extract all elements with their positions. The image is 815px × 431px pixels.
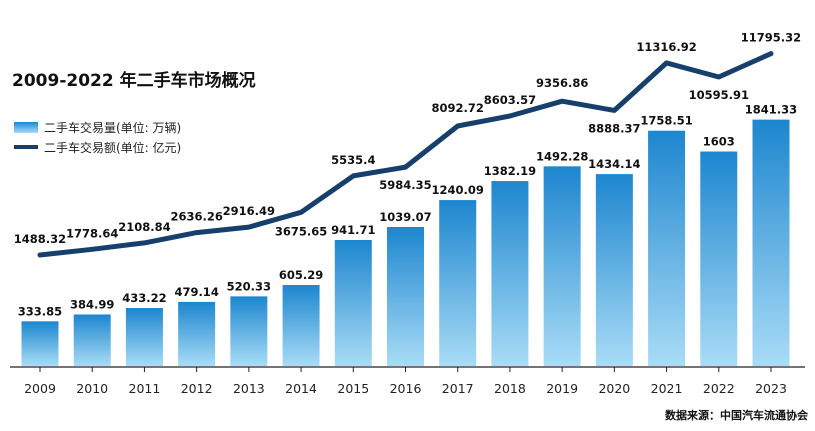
legend-label-value: 二手车交易额(单位: 亿元): [44, 140, 181, 155]
line-label-2013: 2916.49: [223, 204, 275, 218]
bar-label-2022: 1603: [703, 135, 735, 149]
bar-2013: [230, 296, 268, 366]
bar-2022: [700, 151, 738, 366]
bar-series: [21, 119, 790, 367]
bar-label-2016: 1039.07: [379, 210, 431, 224]
x-tick-label-2019: 2019: [546, 381, 578, 396]
bar-label-group: 333.85 384.99 433.22 479.14 520.33 605.29 941.…: [18, 103, 797, 319]
source-note: 数据来源：中国汽车流通协会: [665, 408, 809, 422]
line-label-2016: 5984.35: [379, 178, 431, 192]
bar-label-2012: 479.14: [174, 285, 218, 299]
line-label-2021: 11316.92: [636, 40, 696, 54]
bar-2019: [543, 166, 581, 366]
bar-2009: [21, 321, 59, 366]
bar-2014: [282, 285, 320, 366]
bar-2017: [439, 200, 477, 366]
bar-label-2021: 1758.51: [640, 114, 692, 128]
bar-label-2015: 941.71: [331, 223, 375, 237]
line-label-2011: 2108.84: [118, 220, 170, 234]
bar-2020: [595, 174, 633, 366]
x-tick-label-2012: 2012: [181, 381, 213, 396]
x-tick-label-2022: 2022: [703, 381, 735, 396]
line-label-2010: 1778.64: [66, 226, 118, 240]
x-tick-label-2014: 2014: [285, 381, 317, 396]
bar-2010: [73, 314, 111, 366]
line-label-2012: 2636.26: [170, 210, 222, 224]
legend-swatch-value: [14, 145, 38, 149]
line-label-2014: 3675.65: [275, 224, 327, 238]
x-tick-label-2023: 2023: [755, 381, 787, 396]
line-label-2009: 1488.32: [14, 232, 66, 246]
bar-2011: [125, 308, 163, 366]
bar-2021: [648, 130, 686, 366]
line-path: [37, 51, 774, 258]
x-tick-label-2018: 2018: [494, 381, 526, 396]
x-tick-label-2011: 2011: [129, 381, 161, 396]
line-label-2020: 8888.37: [588, 121, 640, 135]
x-tick-label-2017: 2017: [442, 381, 474, 396]
bar-label-2018: 1382.19: [484, 164, 536, 178]
bar-label-2020: 1434.14: [588, 157, 640, 171]
x-tick-label-2013: 2013: [233, 381, 265, 396]
bar-label-2009: 333.85: [18, 304, 62, 318]
chart-title: 2009-2022 年二手车市场概况: [12, 70, 256, 91]
bar-2012: [178, 301, 216, 366]
line-label-2017: 8092.72: [432, 101, 484, 115]
bar-2023: [752, 119, 790, 367]
bar-label-2019: 1492.28: [536, 149, 588, 163]
x-tick-label-2010: 2010: [76, 381, 108, 396]
line-series: [37, 51, 774, 258]
bar-2016: [387, 226, 424, 366]
x-tick-label-2016: 2016: [390, 381, 422, 396]
x-axis: [10, 366, 805, 372]
x-tick-label-2021: 2021: [651, 381, 683, 396]
line-label-2015: 5535.4: [331, 153, 375, 167]
line-label-2022: 10595.91: [689, 88, 749, 102]
bar-label-2010: 384.99: [70, 297, 114, 311]
bar-label-2014: 605.29: [279, 268, 323, 282]
line-label-2019: 9356.86: [536, 76, 588, 90]
bar-2018: [491, 181, 529, 366]
x-tick-label-2015: 2015: [337, 381, 369, 396]
legend-label-volume: 二手车交易量(单位: 万辆): [44, 120, 181, 135]
line-label-2023: 11795.32: [741, 31, 801, 45]
x-tick-label-2009: 2009: [24, 381, 56, 396]
bar-label-2013: 520.33: [227, 279, 271, 293]
x-tick-label-group: 2009 2010 2011 2012 2013 2014 2015 2016 2017 2018…: [24, 381, 787, 396]
legend-swatch-volume: [14, 122, 38, 133]
line-label-2018: 8603.57: [484, 93, 536, 107]
bar-label-2023: 1841.33: [745, 103, 797, 117]
x-tick-label-2020: 2020: [598, 381, 630, 396]
bar-label-2011: 433.22: [122, 291, 166, 305]
bar-label-2017: 1240.09: [432, 183, 484, 197]
legend: 二手车交易量(单位: 万辆) 二手车交易额(单位: 亿元): [14, 120, 181, 155]
bar-2015: [334, 239, 372, 366]
